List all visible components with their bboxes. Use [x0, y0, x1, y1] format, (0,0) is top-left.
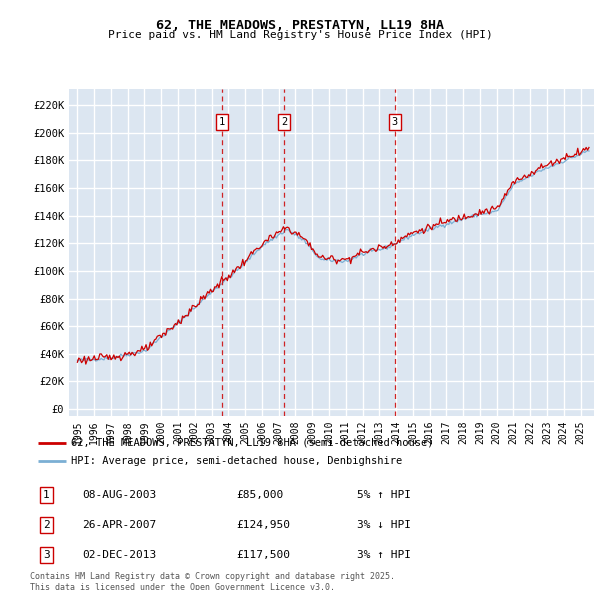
Text: 62, THE MEADOWS, PRESTATYN, LL19 8HA: 62, THE MEADOWS, PRESTATYN, LL19 8HA	[156, 19, 444, 32]
Text: Contains HM Land Registry data © Crown copyright and database right 2025.
This d: Contains HM Land Registry data © Crown c…	[30, 572, 395, 590]
Text: HPI: Average price, semi-detached house, Denbighshire: HPI: Average price, semi-detached house,…	[71, 456, 403, 466]
Text: £85,000: £85,000	[236, 490, 283, 500]
Text: 3% ↓ HPI: 3% ↓ HPI	[356, 520, 410, 530]
Text: 62, THE MEADOWS, PRESTATYN, LL19 8HA (semi-detached house): 62, THE MEADOWS, PRESTATYN, LL19 8HA (se…	[71, 438, 434, 448]
Text: 2: 2	[43, 520, 50, 530]
Text: 26-APR-2007: 26-APR-2007	[82, 520, 157, 530]
Text: £124,950: £124,950	[236, 520, 290, 530]
Text: 1: 1	[218, 117, 225, 127]
Text: 3% ↑ HPI: 3% ↑ HPI	[356, 550, 410, 560]
Text: 08-AUG-2003: 08-AUG-2003	[82, 490, 157, 500]
Text: £117,500: £117,500	[236, 550, 290, 560]
Text: Price paid vs. HM Land Registry's House Price Index (HPI): Price paid vs. HM Land Registry's House …	[107, 30, 493, 40]
Text: 5% ↑ HPI: 5% ↑ HPI	[356, 490, 410, 500]
Text: 02-DEC-2013: 02-DEC-2013	[82, 550, 157, 560]
Text: 3: 3	[392, 117, 398, 127]
Text: 2: 2	[281, 117, 287, 127]
Text: 3: 3	[43, 550, 50, 560]
Text: 1: 1	[43, 490, 50, 500]
